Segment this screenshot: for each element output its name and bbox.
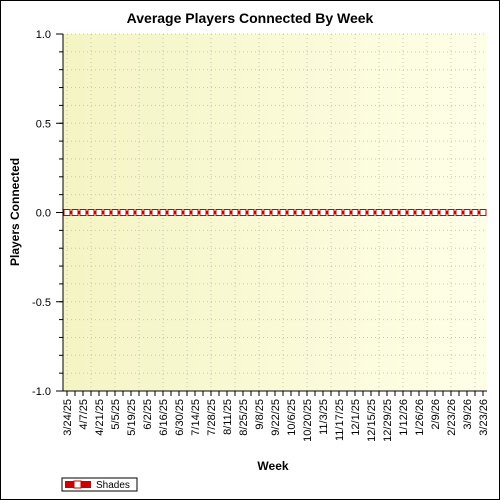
data-point: [247, 209, 255, 216]
data-point: [119, 209, 127, 216]
grid: [63, 33, 487, 392]
legend-label-shades: Shades: [96, 480, 130, 491]
data-point: [303, 209, 311, 216]
x-tick-label: 2/9/26: [430, 399, 442, 430]
x-tick-label: 8/25/25: [238, 399, 250, 436]
data-point: [199, 209, 207, 216]
x-tick-label: 3/23/26: [478, 399, 490, 436]
data-point: [447, 209, 455, 216]
data-point: [103, 209, 111, 216]
y-tick-label: -1.0: [32, 386, 51, 398]
x-tick-label: 9/22/25: [270, 399, 282, 436]
data-point: [223, 209, 231, 216]
data-point: [431, 209, 439, 216]
x-tick-label: 11/3/25: [318, 399, 330, 435]
x-tick-label: 11/17/25: [334, 399, 346, 441]
data-point: [383, 209, 391, 216]
data-point: [391, 209, 399, 216]
x-tick-label: 3/9/26: [462, 399, 474, 430]
x-tick-label: 9/8/25: [254, 399, 266, 430]
data-point: [111, 209, 119, 216]
axes: [56, 33, 487, 396]
data-point: [63, 209, 71, 216]
data-point: [239, 209, 247, 216]
data-point: [351, 209, 359, 216]
x-tick-label: 6/2/25: [142, 399, 154, 430]
x-tick-label: 7/28/25: [206, 399, 218, 436]
x-tick-label: 10/20/25: [302, 399, 314, 442]
data-point: [215, 209, 223, 216]
data-point: [375, 209, 383, 216]
data-point: [399, 209, 407, 216]
x-tick-label: 5/5/25: [110, 399, 122, 430]
y-tick-labels: 1.0 0.5 0.0 -0.5 -1.0: [32, 29, 51, 398]
y-tick-label: 0.0: [36, 208, 51, 220]
data-point: [311, 209, 319, 216]
data-point: [151, 209, 159, 216]
x-tick-label: 4/21/25: [94, 399, 106, 436]
x-tick-label: 1/26/26: [414, 399, 426, 436]
data-point: [295, 209, 303, 216]
legend-marker: [73, 480, 82, 489]
data-point: [279, 209, 287, 216]
legend: Shades: [61, 477, 138, 492]
x-tick-label: 12/29/25: [382, 399, 394, 442]
chart-title: Average Players Connected By Week: [127, 10, 374, 26]
data-point: [95, 209, 103, 216]
x-tick-label: 1/12/26: [398, 399, 410, 436]
data-point: [183, 209, 191, 216]
data-point: [87, 209, 95, 216]
x-tick-label: 6/16/25: [158, 399, 170, 436]
data-point: [271, 209, 279, 216]
data-point: [343, 209, 351, 216]
x-tick-label: 12/15/25: [366, 399, 378, 442]
data-point: [335, 209, 343, 216]
data-point: [159, 209, 167, 216]
x-tick-label: 2/23/26: [446, 399, 458, 436]
data-point: [455, 209, 463, 216]
x-tick-label: 10/6/25: [286, 399, 298, 436]
y-tick-label: -0.5: [32, 297, 51, 309]
y-tick-label: 1.0: [36, 29, 51, 41]
data-point: [479, 209, 487, 216]
data-point: [439, 209, 447, 216]
x-tick-label: 5/19/25: [126, 399, 138, 436]
data-point: [143, 209, 151, 216]
data-point: [359, 209, 367, 216]
x-tick-label: 7/14/25: [190, 399, 202, 436]
x-tick-label: 12/1/25: [350, 399, 362, 436]
y-tick-label: 0.5: [36, 118, 51, 130]
x-tick-labels: 3/24/25 4/7/25 4/21/25 5/5/25 5/19/25 6/2/25 6…: [62, 399, 490, 442]
data-point: [167, 209, 175, 216]
data-point: [319, 209, 327, 216]
data-point: [287, 209, 295, 216]
data-point: [471, 209, 479, 216]
x-tick-label: 4/7/25: [78, 399, 90, 430]
data-point: [231, 209, 239, 216]
data-point: [127, 209, 135, 216]
data-point: [191, 209, 199, 216]
data-point: [135, 209, 143, 216]
data-point: [79, 209, 87, 216]
x-tick-label: 3/24/25: [62, 399, 74, 436]
data-point: [327, 209, 335, 216]
data-point: [415, 209, 423, 216]
x-tick-label: 8/11/25: [222, 399, 234, 435]
data-point: [207, 209, 215, 216]
data-point: [255, 209, 263, 216]
data-point: [463, 209, 471, 216]
data-point: [263, 209, 271, 216]
data-point: [407, 209, 415, 216]
data-point: [423, 209, 431, 216]
series-shades: [63, 209, 487, 216]
data-point: [175, 209, 183, 216]
data-point: [367, 209, 375, 216]
data-point: [71, 209, 79, 216]
y-axis-label: Players Connected: [8, 158, 22, 266]
x-tick-label: 6/30/25: [174, 399, 186, 436]
x-axis-label: Week: [257, 459, 288, 473]
